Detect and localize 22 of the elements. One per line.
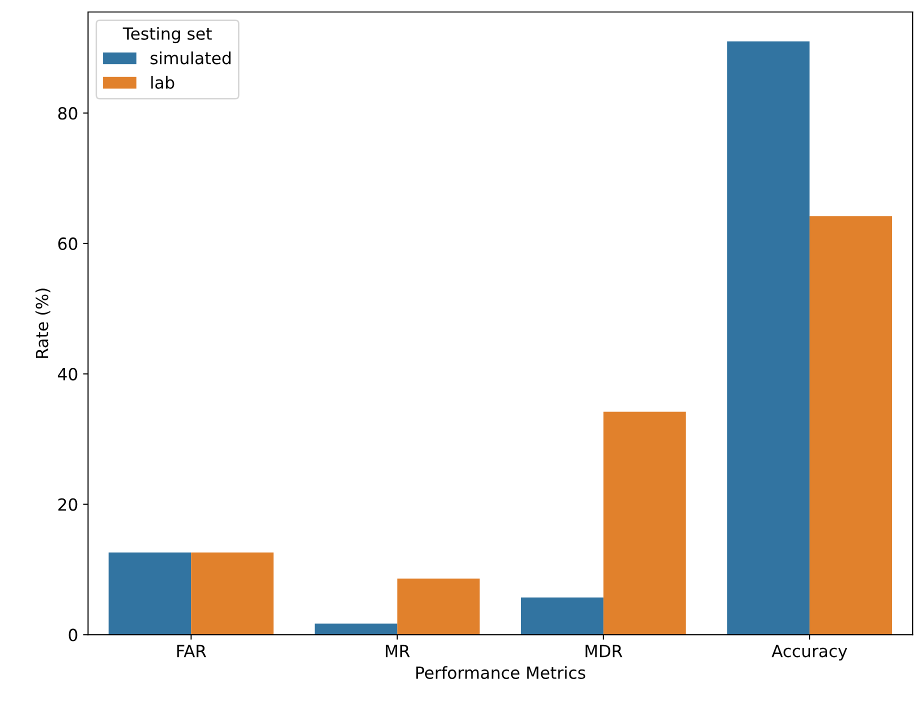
y-tick-label: 80 [58,107,78,120]
bar [191,552,274,635]
bar [314,624,398,635]
y-axis-title: Rate (%) [35,288,50,358]
bar [810,216,892,635]
x-tick-label: MDR [586,644,622,658]
bar [520,598,604,635]
bar [397,578,480,635]
x-tick-label: Accuracy [772,644,848,661]
bar [108,552,192,635]
y-tick-label: 0 [68,628,78,642]
y-tick-label: 40 [58,368,78,380]
legend-title: Testing set [122,27,212,44]
x-tick-label: MR [386,644,410,658]
legend-label: lab [151,76,174,89]
y-tick-label: 20 [58,498,78,511]
x-axis-title: Performance Metrics [416,666,586,680]
bar [603,412,686,635]
bar [727,41,810,635]
x-tick-label: FAR [177,644,206,658]
legend-label: simulated [150,51,231,64]
y-tick-label: 60 [58,237,78,250]
